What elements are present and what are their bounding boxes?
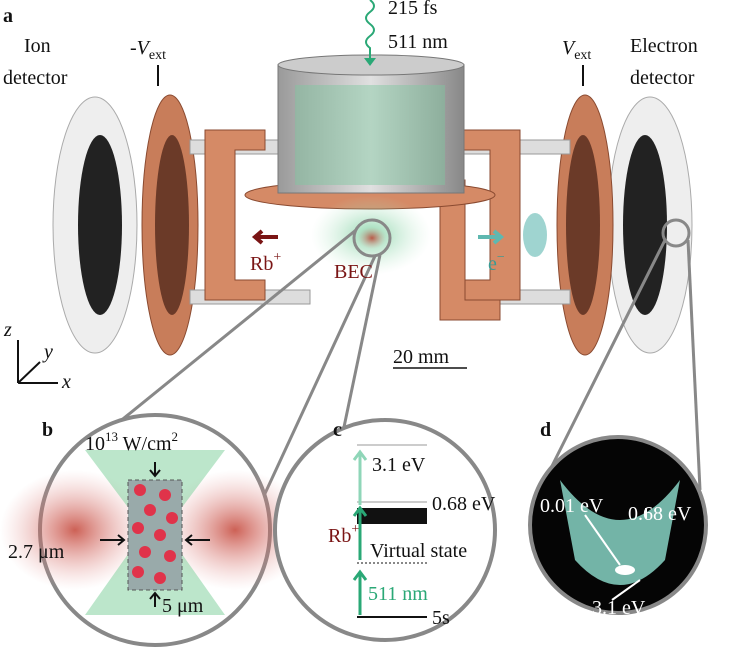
electron-sup: − <box>497 250 505 265</box>
intensity-unit-exp: 2 <box>172 429 179 444</box>
pulse-wavelength: 511 nm <box>388 31 448 53</box>
negative-voltage: -Vext <box>130 37 166 63</box>
panel-c <box>275 420 495 640</box>
intensity-base: 10 <box>85 433 105 455</box>
intensity-unit: W/cm <box>118 433 172 455</box>
ion-detector-label: Ion <box>24 35 51 57</box>
scale-bar-label: 20 mm <box>393 346 450 368</box>
virtual-state: Virtual state <box>370 540 467 562</box>
intensity-exp: 13 <box>105 429 118 444</box>
figure: a 215 fs 511 nm Ion detector -Vext Vext … <box>0 0 729 657</box>
voltage-sub: ext <box>149 48 166 63</box>
bec-label: BEC <box>334 261 373 283</box>
energy-label: 3.1 eV <box>592 597 646 619</box>
ion-main: Rb <box>328 525 351 547</box>
axis-label: x <box>61 371 71 393</box>
height-label: 5 μm <box>162 595 204 617</box>
voltage-sub: ext <box>574 48 591 63</box>
intensity-label: 1013 W/cm2 <box>85 429 178 455</box>
energy-level: 3.1 eV <box>372 454 426 476</box>
ion-detector-label: detector <box>3 67 68 89</box>
pulse-duration: 215 fs <box>388 0 438 19</box>
positive-voltage: Vext <box>562 37 591 63</box>
panel-label: b <box>42 419 53 441</box>
ion-label: Rb+ <box>250 250 281 275</box>
axis-label: z <box>3 319 12 341</box>
electron-detector-label: Electron <box>630 35 698 57</box>
ion-main: Rb <box>250 253 273 275</box>
energy-label: 0.01 eV <box>540 495 604 517</box>
panel-d <box>530 437 706 613</box>
panel-label: a <box>3 5 13 27</box>
energy-level: 0.68 eV <box>432 493 496 515</box>
electron-detector-label: detector <box>630 67 695 89</box>
electron-main: e <box>488 253 497 275</box>
ion-sup: + <box>351 522 359 537</box>
ground-state: 5s <box>432 607 450 629</box>
ion-sup: + <box>273 250 281 265</box>
energy-label: 0.68 eV <box>628 503 692 525</box>
width-label: 2.7 μm <box>8 541 65 563</box>
panel-label: c <box>333 419 342 441</box>
wavelength-label: 511 nm <box>368 583 428 605</box>
axis-label: y <box>42 341 53 363</box>
panel-label: d <box>540 419 551 441</box>
